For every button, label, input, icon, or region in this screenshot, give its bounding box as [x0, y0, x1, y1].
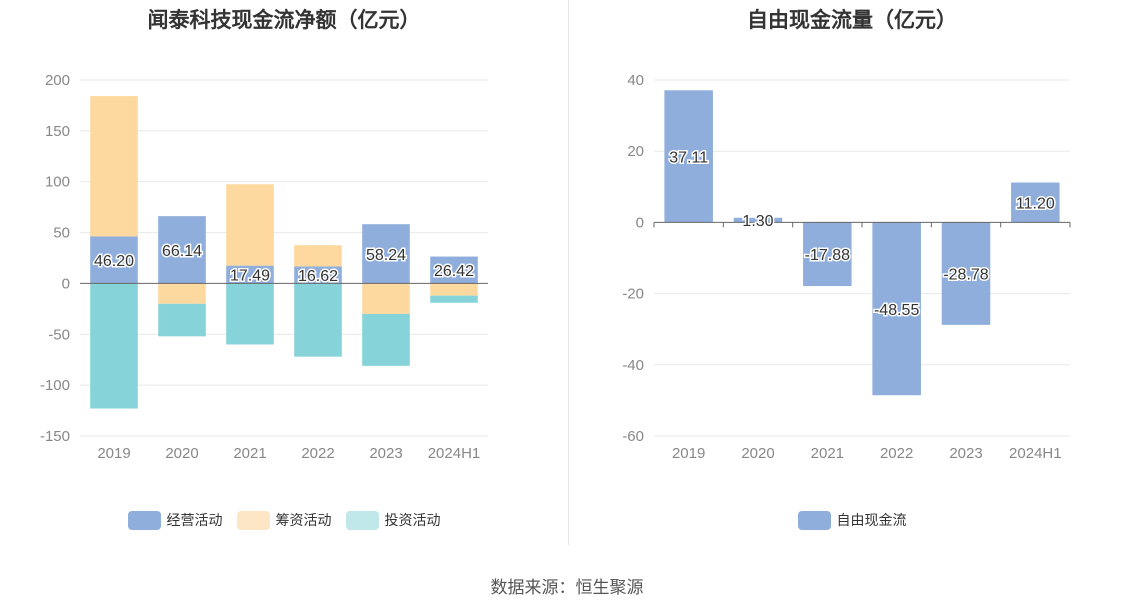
y-tick-label: 40 [627, 72, 644, 89]
chart-legend: 经营活动 筹资活动 投资活动 [0, 510, 568, 530]
data-label: -28.78 [943, 267, 988, 284]
data-label: 66.14 [162, 243, 202, 260]
bar-投资活动-2021 [226, 283, 274, 345]
bar-自由现金流-2021 [803, 222, 852, 287]
y-tick-label: -40 [622, 357, 644, 374]
data-source-note: 数据来源：恒生聚源 [490, 578, 644, 597]
y-tick-label: 0 [62, 275, 70, 292]
free-cash-flow-chart-panel: 自由现金流量（亿元） 40 20 0 -20 -40 -60 2019 37.11 2020 1.… [570, 0, 1134, 545]
legend-item-financing[interactable]: 筹资活动 [236, 510, 332, 530]
x-tick-label: 2020 [165, 445, 198, 462]
legend-item-operating[interactable]: 经营活动 [127, 510, 223, 530]
x-tick-label: 2021 [811, 445, 844, 462]
legend-label-financing: 筹资活动 [275, 512, 332, 528]
x-tick-label: 2024H1 [428, 445, 481, 462]
y-tick-label: -100 [40, 377, 70, 394]
legend-swatch-free-cash-flow [797, 510, 831, 530]
bar-自由现金流-2022 [872, 222, 921, 396]
bar-筹资活动-2022 [294, 245, 342, 267]
data-label: 26.42 [434, 263, 474, 280]
cash-flow-chart-svg: 200 150 100 50 0 -50 -100 -150 2019 46.20 2020 66.1… [40, 72, 488, 462]
legend-item-investing[interactable]: 投资活动 [345, 510, 441, 530]
y-tick-label: 20 [627, 143, 644, 160]
bar-经营活动-2022 [294, 266, 342, 284]
bar-经营活动-2023 [362, 224, 410, 284]
legend-item-free-cash-flow[interactable]: 自由现金流 [797, 510, 907, 530]
data-label: 58.24 [366, 247, 406, 264]
bar-经营活动-2020 [158, 216, 206, 284]
chart-title: 闻泰科技现金流净额（亿元） [147, 9, 421, 32]
bar-筹资活动-2021 [226, 184, 274, 266]
bar-经营活动-2021 [226, 265, 274, 284]
free-cash-flow-chart-svg: 40 20 0 -20 -40 -60 2019 37.11 2020 1.30 2021 -17.8… [622, 72, 1071, 462]
x-tick-label: 2022 [880, 445, 913, 462]
data-label: 17.49 [230, 268, 270, 285]
bar-筹资活动-2024H1 [430, 283, 478, 296]
bar-自由现金流-2020 [733, 217, 783, 223]
bar-经营活动-2019 [90, 236, 138, 284]
y-tick-label: 150 [45, 123, 70, 140]
legend-label-free-cash-flow: 自由现金流 [836, 512, 907, 528]
y-tick-label: 50 [53, 225, 70, 242]
y-tick-label: -60 [622, 428, 644, 445]
legend-swatch-investing [345, 510, 379, 530]
data-label: -17.88 [805, 247, 850, 264]
data-label: -48.55 [874, 302, 919, 319]
bar-筹资活动-2023 [362, 283, 410, 314]
data-label: 16.62 [298, 268, 338, 285]
data-label: 11.20 [1016, 195, 1055, 212]
x-tick-label: 2022 [301, 445, 334, 462]
bar-筹资活动-2019 [90, 96, 138, 237]
y-tick-label: 0 [636, 214, 644, 231]
y-tick-label: -20 [622, 286, 644, 303]
y-tick-label: -150 [40, 428, 70, 445]
chart-title: 自由现金流量（亿元） [747, 9, 957, 32]
y-tick-label: 100 [45, 174, 70, 191]
x-tick-label: 2019 [672, 445, 705, 462]
cash-flow-chart-panel: 闻泰科技现金流净额（亿元） 200 150 100 50 0 -50 -100 -150 201… [0, 0, 568, 545]
x-tick-label: 2020 [741, 445, 774, 462]
bar-投资活动-2024H1 [430, 295, 478, 303]
bar-自由现金流-2024H1 [1011, 182, 1060, 223]
bar-投资活动-2022 [294, 283, 342, 357]
legend-swatch-operating [127, 510, 161, 530]
bar-自由现金流-2023 [941, 222, 991, 325]
chart-legend: 自由现金流 [570, 510, 1134, 530]
bar-投资活动-2019 [90, 283, 138, 409]
legend-label-operating: 经营活动 [166, 512, 223, 528]
y-tick-label: 200 [45, 72, 70, 89]
x-tick-label: 2019 [97, 445, 130, 462]
data-label: 46.20 [94, 253, 134, 270]
x-tick-label: 2024H1 [1009, 445, 1062, 462]
bar-投资活动-2020 [158, 303, 206, 337]
bar-经营活动-2024H1 [430, 256, 478, 284]
bar-投资活动-2023 [362, 313, 410, 366]
data-label: 1.30 [742, 213, 773, 230]
bar-自由现金流-2019 [664, 90, 713, 223]
x-tick-label: 2023 [369, 445, 402, 462]
bar-筹资活动-2020 [158, 283, 206, 304]
legend-label-investing: 投资活动 [384, 512, 441, 528]
x-tick-label: 2023 [949, 445, 982, 462]
data-label: 37.11 [669, 149, 708, 166]
panel-divider [568, 0, 569, 545]
x-tick-label: 2021 [233, 445, 266, 462]
y-tick-label: -50 [48, 326, 70, 343]
legend-swatch-financing [236, 510, 270, 530]
